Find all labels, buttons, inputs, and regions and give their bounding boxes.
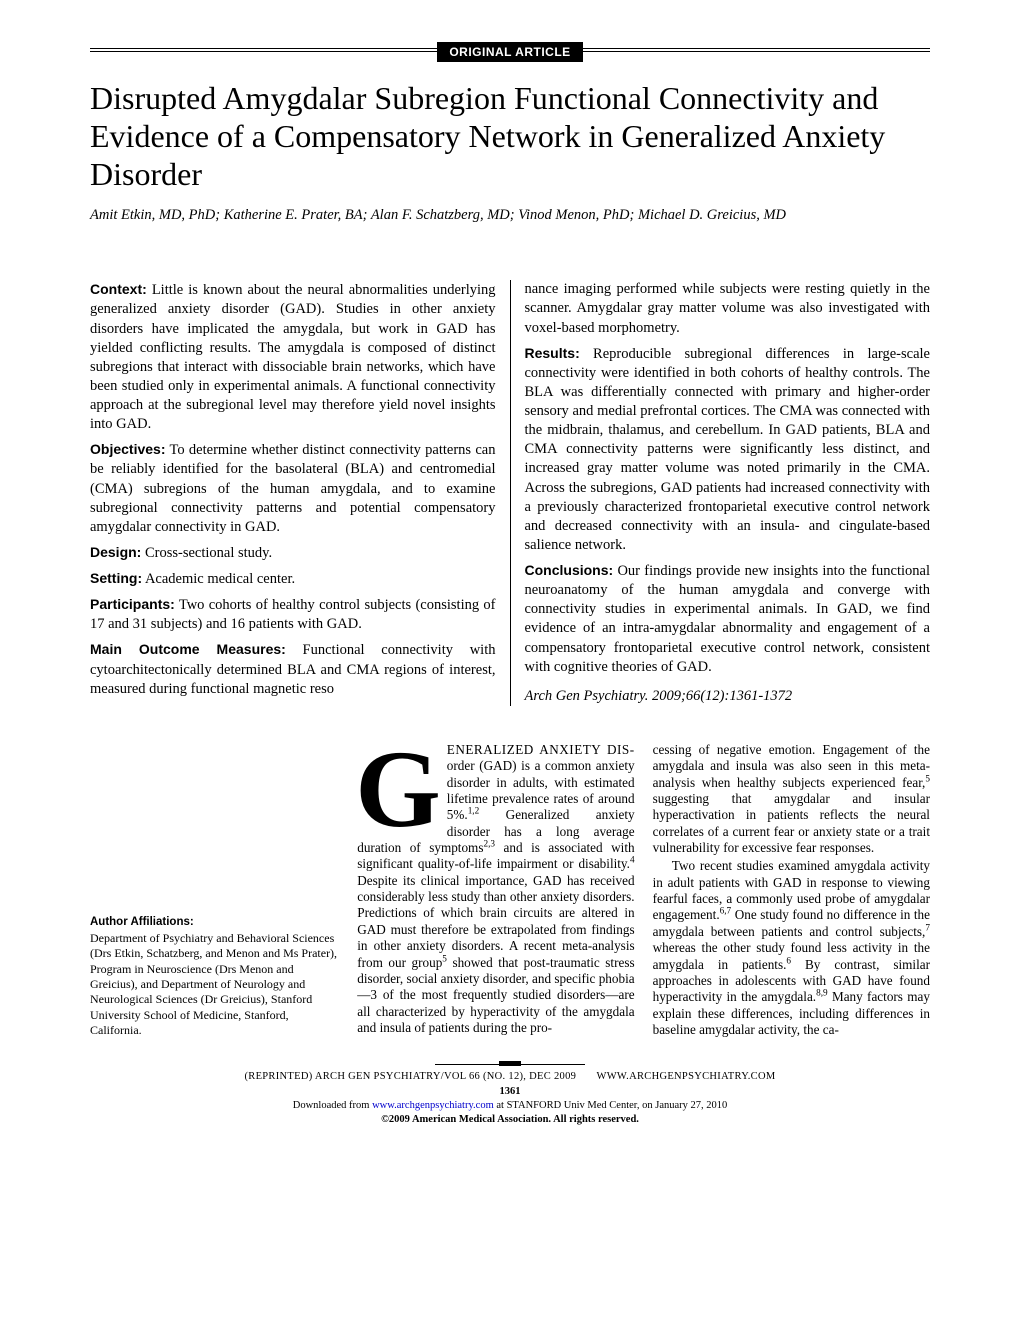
setting-text: Academic medical center. (145, 571, 295, 587)
copyright-text: ©2009 American Medical Association. All … (381, 1114, 639, 1125)
affiliations-heading: Author Affiliations: (90, 915, 339, 930)
abstract-box: Context: Little is known about the neura… (90, 280, 930, 706)
abstract-measures-right: nance imaging performed while subjects w… (525, 280, 931, 337)
abstract-design: Design: Cross-sectional study. (90, 543, 496, 563)
context-text: Little is known about the neural abnorma… (90, 282, 496, 432)
badge-container: ORIGINAL ARTICLE (90, 42, 930, 62)
footer-journal-line: (REPRINTED) ARCH GEN PSYCHIATRY/VOL 66 (… (90, 1070, 930, 1084)
abstract-column-left: Context: Little is known about the neura… (90, 280, 511, 706)
column-affiliations: Author Affiliations: Department of Psych… (90, 742, 339, 1038)
measures-heading: Main Outcome Measures: (90, 641, 286, 657)
abstract-citation: Arch Gen Psychiatry. 2009;66(12):1361-13… (525, 687, 931, 706)
design-heading: Design: (90, 544, 141, 560)
abstract-results: Results: Reproducible subregional differ… (525, 344, 931, 555)
page-number: 1361 (90, 1085, 930, 1099)
lead-smallcaps: ENERALIZED ANXIETY DIS- (447, 742, 635, 757)
abstract-context: Context: Little is known about the neura… (90, 280, 496, 434)
body-right-p2: Two recent studies examined amygdala act… (653, 858, 930, 1037)
body-columns: Author Affiliations: Department of Psych… (90, 742, 930, 1038)
abstract-setting: Setting: Academic medical center. (90, 569, 496, 589)
footer-copyright: ©2009 American Medical Association. All … (90, 1113, 930, 1127)
article-title: Disrupted Amygdalar Subregion Functional… (90, 80, 930, 193)
download-suffix: at STANFORD Univ Med Center, on January … (494, 1100, 728, 1111)
measures-text-right: nance imaging performed while subjects w… (525, 281, 931, 335)
footer-ornament-rule (435, 1062, 585, 1068)
abstract-objectives: Objectives: To determine whether distinc… (90, 440, 496, 537)
abstract-column-right: nance imaging performed while subjects w… (511, 280, 931, 706)
author-list: Amit Etkin, MD, PhD; Katherine E. Prater… (90, 207, 930, 224)
download-link[interactable]: www.archgenpsychiatry.com (372, 1100, 494, 1111)
footer-download-info: Downloaded from www.archgenpsychiatry.co… (90, 1099, 930, 1113)
abstract-conclusions: Conclusions: Our findings provide new in… (525, 561, 931, 677)
conclusions-text: Our findings provide new insights into t… (525, 563, 931, 675)
footer-reprint-info: (REPRINTED) ARCH GEN PSYCHIATRY/VOL 66 (… (244, 1071, 576, 1082)
design-text: Cross-sectional study. (145, 545, 272, 561)
abstract-participants: Participants: Two cohorts of healthy con… (90, 595, 496, 634)
context-heading: Context: (90, 281, 147, 297)
article-type-badge: ORIGINAL ARTICLE (437, 42, 582, 62)
results-heading: Results: (525, 345, 580, 361)
drop-cap: G (355, 750, 441, 829)
body-column-right: cessing of negative emotion. Engagement … (653, 742, 930, 1038)
body-column-middle: G ENERALIZED ANXIETY DIS- order (GAD) is… (357, 742, 634, 1038)
results-text: Reproducible subregional differences in … (525, 346, 931, 553)
affiliations-text: Department of Psychiatry and Behavioral … (90, 931, 339, 1039)
abstract-measures-left: Main Outcome Measures: Functional connec… (90, 640, 496, 698)
page: ORIGINAL ARTICLE Disrupted Amygdalar Sub… (0, 0, 1020, 1157)
setting-heading: Setting: (90, 570, 142, 586)
conclusions-heading: Conclusions: (525, 562, 614, 578)
objectives-heading: Objectives: (90, 441, 165, 457)
page-footer: (REPRINTED) ARCH GEN PSYCHIATRY/VOL 66 (… (90, 1062, 930, 1127)
footer-url: WWW.ARCHGENPSYCHIATRY.COM (596, 1071, 775, 1082)
body-right-p1: cessing of negative emotion. Engagement … (653, 742, 930, 855)
download-prefix: Downloaded from (293, 1100, 372, 1111)
participants-heading: Participants: (90, 596, 175, 612)
